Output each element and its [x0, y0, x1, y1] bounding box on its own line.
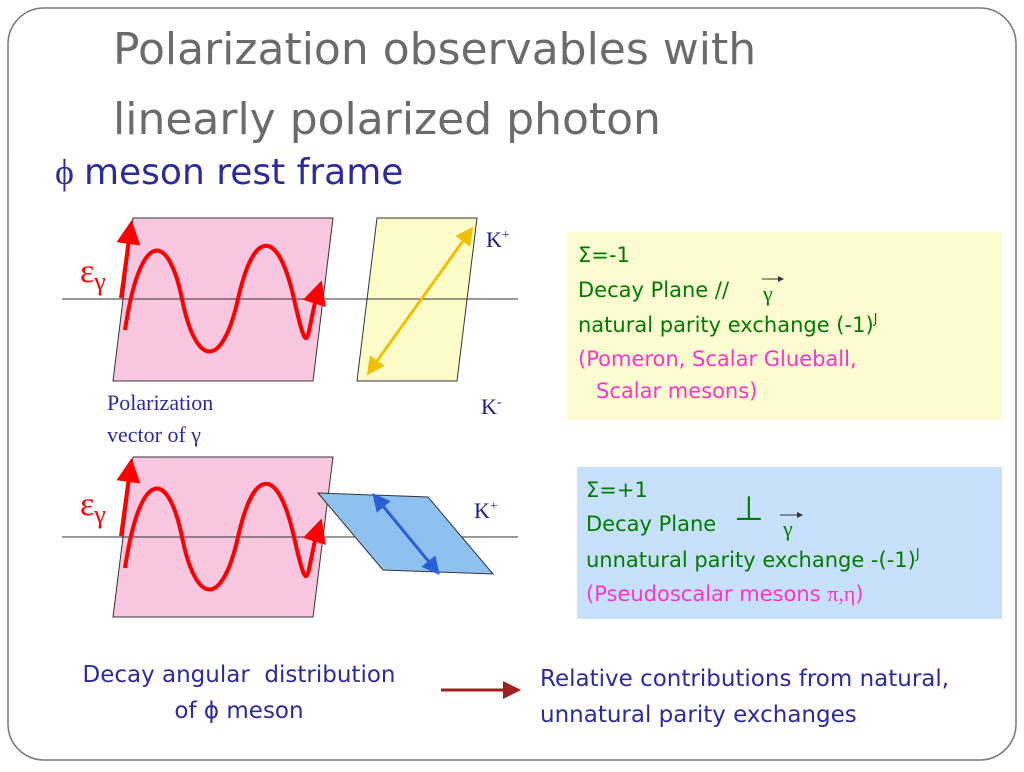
footer-left: Decay angular distribution: [82, 662, 395, 688]
symbols: π,η: [827, 581, 855, 606]
superscript: J: [915, 547, 920, 562]
gamma: γ: [93, 500, 106, 529]
k-minus: K-: [481, 394, 502, 419]
subtitle: ϕ meson rest frame: [55, 152, 403, 193]
box-line: unnatural parity exchange -(-1)J: [586, 547, 920, 572]
footer-right: Relative contributions from natural,: [540, 666, 949, 692]
epsilon-label: εγ: [80, 253, 106, 296]
subtitle-text: meson rest frame: [84, 152, 403, 193]
caption: Polarization: [107, 390, 213, 415]
k-letter: K: [481, 394, 497, 419]
k-letter: K: [486, 227, 502, 252]
polarization-arrow: [116, 220, 141, 299]
footer-left: of ϕ meson: [174, 698, 303, 724]
k-charge: +: [490, 499, 498, 514]
perp: ⊥: [734, 489, 764, 529]
gamma: γ: [782, 516, 793, 541]
polarization-arrow: [116, 458, 141, 537]
k-plus: K+: [474, 498, 498, 523]
box-line: (Pomeron, Scalar Glueball,: [578, 347, 857, 371]
superscript: J: [873, 312, 878, 327]
footer-right: unnatural parity exchanges: [540, 702, 857, 728]
title-line: linearly polarized photon: [113, 94, 661, 145]
k-charge: +: [502, 228, 510, 243]
sigma: Σ=-1: [578, 243, 630, 267]
box-text: ): [855, 582, 863, 606]
epsilon: ε: [80, 253, 94, 290]
gamma: γ: [93, 267, 106, 296]
kaon-arrow: [366, 226, 474, 376]
info-box: [577, 467, 1002, 619]
k-plus: K+: [486, 227, 510, 252]
box-text: (Pseudoscalar mesons: [586, 582, 827, 606]
box-line: natural parity exchange (-1)J: [578, 312, 877, 337]
k-letter: K: [474, 498, 490, 523]
box-text: natural parity exchange (-1): [578, 313, 874, 337]
k-charge: -: [497, 395, 502, 410]
slide-frame: [7, 7, 1017, 761]
caption: vector of γ: [107, 422, 201, 447]
epsilon-label: εγ: [80, 486, 106, 529]
photon-wave: [123, 243, 326, 354]
kaon-arrow: [372, 493, 440, 575]
title-line: Polarization observables with: [113, 24, 756, 75]
subtitle-symbol: ϕ: [55, 152, 74, 192]
box-line: Decay Plane: [586, 512, 716, 536]
box-line: Scalar mesons): [596, 379, 757, 403]
epsilon: ε: [80, 486, 94, 523]
box-line: Decay Plane //: [578, 278, 730, 302]
gamma: γ: [762, 281, 773, 306]
info-box: [567, 232, 1002, 420]
box-text: unnatural parity exchange -(-1): [586, 548, 916, 572]
photon-wave: [123, 481, 326, 592]
box-line: (Pseudoscalar mesons π,η): [586, 581, 864, 606]
sigma: Σ=+1: [586, 478, 648, 502]
